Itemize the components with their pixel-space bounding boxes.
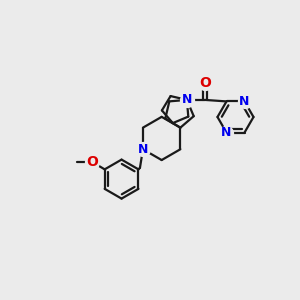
Text: O: O [199,76,211,89]
Text: N: N [221,126,232,139]
Text: O: O [86,155,98,169]
Text: N: N [239,95,250,108]
Text: N: N [138,143,148,156]
Text: N: N [182,93,192,106]
